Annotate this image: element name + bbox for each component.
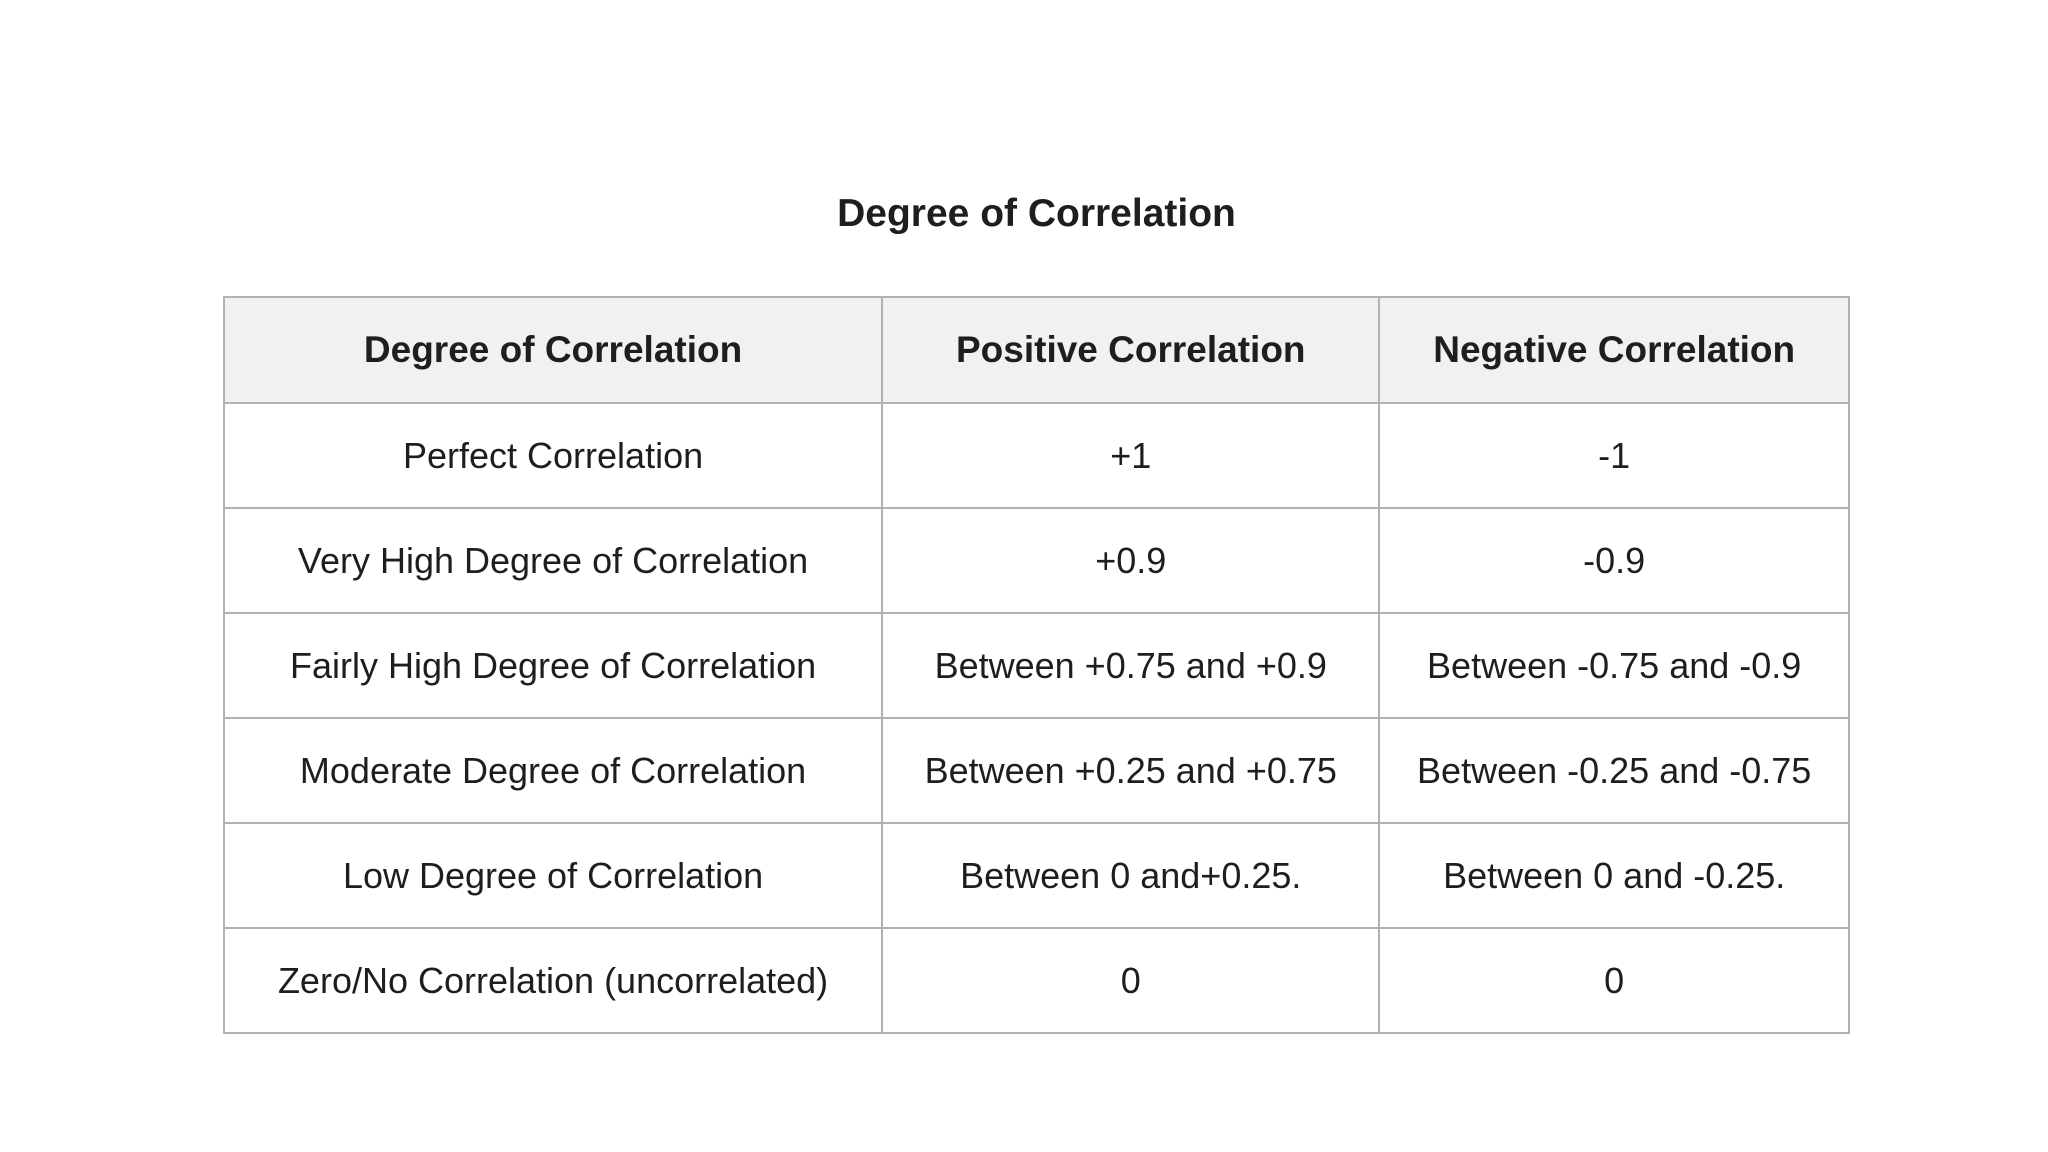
cell-positive-value: Between +0.75 and +0.9 <box>881 612 1381 719</box>
table-row: Zero/No Correlation (uncorrelated) 0 0 <box>222 927 1850 1034</box>
table-header-row: Degree of Correlation Positive Correlati… <box>222 296 1850 404</box>
cell-degree-label: Fairly High Degree of Correlation <box>222 612 884 719</box>
cell-negative-value: -0.9 <box>1378 507 1850 614</box>
cell-degree-label: Zero/No Correlation (uncorrelated) <box>222 927 884 1034</box>
cell-negative-value: 0 <box>1378 927 1850 1034</box>
header-positive-correlation: Positive Correlation <box>881 296 1381 404</box>
table-body: Perfect Correlation +1 -1 Very High Degree … <box>222 402 1850 1034</box>
cell-negative-value: Between -0.25 and -0.75 <box>1378 717 1850 824</box>
table-row: Moderate Degree of Correlation Between +0… <box>222 717 1850 824</box>
cell-degree-label: Low Degree of Correlation <box>222 822 884 929</box>
cell-positive-value: +1 <box>881 402 1381 509</box>
cell-negative-value: Between 0 and -0.25. <box>1378 822 1850 929</box>
cell-degree-label: Perfect Correlation <box>222 402 884 509</box>
page-title: Degree of Correlation <box>837 192 1236 235</box>
cell-negative-value: Between -0.75 and -0.9 <box>1378 612 1850 719</box>
cell-positive-value: Between 0 and+0.25. <box>881 822 1381 929</box>
cell-degree-label: Moderate Degree of Correlation <box>222 717 884 824</box>
table-row: Fairly High Degree of Correlation Between… <box>222 612 1850 719</box>
cell-positive-value: Between +0.25 and +0.75 <box>881 717 1381 824</box>
header-negative-correlation: Negative Correlation <box>1378 296 1850 404</box>
cell-positive-value: 0 <box>881 927 1381 1034</box>
header-degree-of-correlation: Degree of Correlation <box>222 296 884 404</box>
cell-degree-label: Very High Degree of Correlation <box>222 507 884 614</box>
table-row: Low Degree of Correlation Between 0 and+0… <box>222 822 1850 929</box>
table-row: Very High Degree of Correlation +0.9 -0.9 <box>222 507 1850 614</box>
table-row: Perfect Correlation +1 -1 <box>222 402 1850 509</box>
cell-negative-value: -1 <box>1378 402 1850 509</box>
correlation-table: Degree of Correlation Positive Correlati… <box>222 296 1850 1034</box>
cell-positive-value: +0.9 <box>881 507 1381 614</box>
